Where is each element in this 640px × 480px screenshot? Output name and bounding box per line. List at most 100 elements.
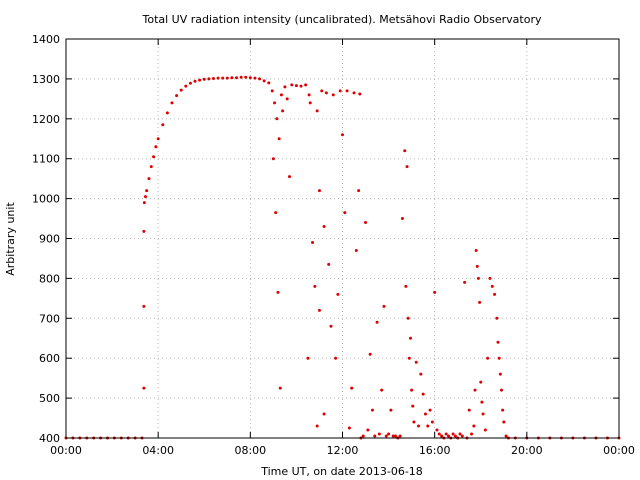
- y-tick-label: 600: [39, 352, 60, 365]
- data-point: [350, 386, 354, 390]
- data-point: [299, 84, 303, 88]
- data-point: [311, 240, 315, 244]
- data-point: [370, 408, 374, 412]
- data-point: [403, 149, 407, 153]
- data-point: [404, 284, 408, 288]
- data-point: [322, 412, 326, 416]
- data-point: [278, 386, 282, 390]
- data-point: [501, 408, 505, 412]
- data-point: [400, 217, 404, 221]
- data-point: [502, 420, 506, 424]
- x-tick-label: 20:00: [511, 444, 543, 457]
- x-axis-label: Time UT, on date 2013-06-18: [260, 465, 423, 478]
- data-point: [440, 434, 444, 438]
- data-point: [480, 400, 484, 404]
- data-point: [281, 109, 285, 113]
- data-point: [498, 372, 502, 376]
- data-point: [496, 340, 500, 344]
- data-point: [437, 432, 441, 436]
- data-point: [262, 79, 266, 83]
- data-point: [358, 92, 362, 96]
- data-point: [446, 434, 450, 438]
- data-point: [467, 408, 471, 412]
- data-point: [156, 137, 160, 141]
- data-point: [304, 83, 308, 87]
- data-point: [142, 201, 146, 205]
- data-point: [458, 432, 462, 436]
- data-point: [253, 76, 257, 80]
- y-tick-label: 500: [39, 392, 60, 405]
- y-tick-label: 1100: [32, 153, 60, 166]
- data-point: [142, 229, 146, 233]
- data-point: [343, 211, 347, 215]
- y-tick-label: 900: [39, 233, 60, 246]
- data-point: [435, 428, 439, 432]
- data-point: [275, 117, 279, 121]
- data-point: [387, 432, 391, 436]
- data-point: [315, 109, 319, 113]
- data-point: [235, 76, 239, 80]
- data-point: [317, 308, 321, 312]
- data-point: [338, 89, 342, 93]
- data-point: [258, 77, 262, 81]
- data-point: [306, 356, 310, 360]
- data-point: [198, 78, 202, 82]
- data-point: [221, 76, 225, 80]
- data-point: [207, 77, 211, 81]
- data-point: [216, 76, 220, 80]
- data-point: [230, 76, 234, 80]
- data-point: [354, 248, 358, 252]
- data-point: [368, 352, 372, 356]
- data-point: [239, 75, 243, 79]
- data-point: [273, 101, 277, 105]
- data-point: [488, 276, 492, 280]
- data-point: [274, 211, 278, 215]
- data-point: [175, 94, 179, 98]
- data-point: [322, 225, 326, 229]
- data-point: [244, 75, 248, 79]
- data-point: [414, 360, 418, 364]
- data-point: [193, 79, 197, 83]
- data-point: [473, 388, 477, 392]
- data-point: [470, 432, 474, 436]
- data-point: [145, 189, 149, 193]
- data-point: [184, 84, 188, 88]
- data-point: [143, 195, 147, 199]
- data-point: [479, 380, 483, 384]
- data-point: [389, 408, 393, 412]
- data-point: [313, 284, 317, 288]
- data-point: [410, 388, 414, 392]
- y-tick-label: 1300: [32, 73, 60, 86]
- data-point: [407, 356, 411, 360]
- data-point: [373, 434, 377, 438]
- data-point: [474, 248, 478, 252]
- data-point: [277, 137, 281, 141]
- data-point: [504, 434, 508, 438]
- data-point: [279, 93, 283, 97]
- data-point: [463, 280, 467, 284]
- data-point: [430, 420, 434, 424]
- data-point: [170, 101, 174, 105]
- y-tick-label: 700: [39, 312, 60, 325]
- data-point: [433, 290, 437, 294]
- data-point: [142, 304, 146, 308]
- data-point: [271, 157, 275, 161]
- grid-lines: [66, 39, 619, 438]
- data-point: [486, 356, 490, 360]
- data-point: [490, 284, 494, 288]
- data-point: [444, 432, 448, 436]
- data-point: [288, 175, 292, 179]
- data-point: [476, 276, 480, 280]
- data-point: [315, 424, 319, 428]
- y-tick-label: 1400: [32, 33, 60, 46]
- data-point: [202, 77, 206, 81]
- data-point: [317, 189, 321, 193]
- data-point: [423, 412, 427, 416]
- axis-ticks: 400 500 600 700 800 900 1000 1100 1200 1300 1400 00…: [32, 33, 635, 457]
- data-point: [453, 434, 457, 438]
- data-point: [329, 324, 333, 328]
- data-point: [382, 304, 386, 308]
- x-tick-label: 16:00: [419, 444, 451, 457]
- data-point: [308, 101, 312, 105]
